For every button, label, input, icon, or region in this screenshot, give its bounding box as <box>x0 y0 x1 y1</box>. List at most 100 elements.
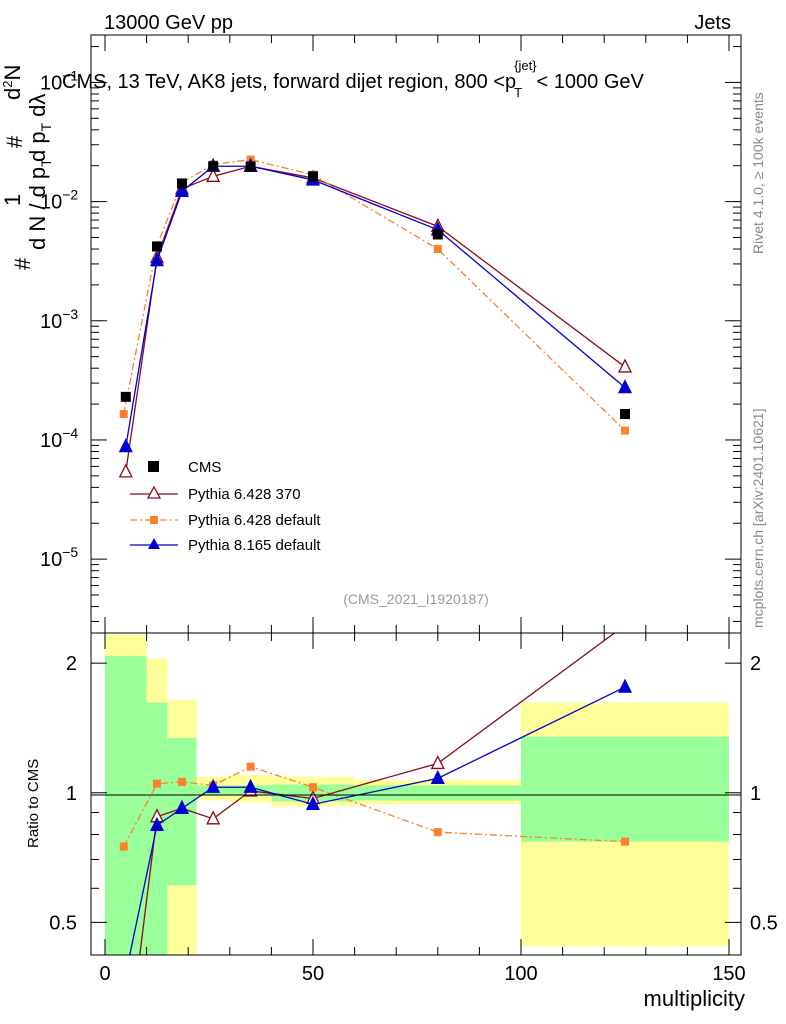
ylabel-dp-text: d p <box>25 131 50 162</box>
y-tick-label: 10−3 <box>40 306 78 333</box>
point-p8 <box>174 182 190 197</box>
ylabel-dn: d N / d pT <box>25 158 54 250</box>
header-left: 13000 GeV pp <box>104 12 233 34</box>
ylabel-t2: T <box>38 122 54 131</box>
main-ylabel: 1 # d N / d pT # d2N d pTdλ <box>0 65 54 270</box>
ratio-y-tick-label-right: 2 <box>750 653 761 675</box>
plot-title: CMS, 13 TeV, AK8 jets, forward dijet reg… <box>62 58 645 100</box>
y-tick-exp: −2 <box>62 187 78 203</box>
ratio-axis-ticks: 0.5 0.5 1 1 2 2 0 50 100 150 <box>49 633 778 985</box>
ylabel-n: N <box>0 65 25 81</box>
ratio-line-p8 <box>129 686 626 955</box>
point-p6-370 <box>617 358 633 373</box>
ratio-point-p6-370 <box>430 754 445 770</box>
analysis-id: (CMS_2021_I1920187) <box>343 591 489 607</box>
main-line-p6-def <box>123 158 626 431</box>
ratio-point-p6-def <box>153 779 161 788</box>
point-cms <box>152 241 162 252</box>
legend: CMS Pythia 6.428 370 Pythia 6.428 defaul… <box>130 459 321 554</box>
y-tick-base: 10 <box>40 311 62 333</box>
x-tick-label: 0 <box>99 963 110 985</box>
x-tick-label: 100 <box>504 963 537 985</box>
legend-cms-marker <box>148 461 159 472</box>
title-end: < 1000 GeV <box>537 71 645 93</box>
y-tick-exp: −1 <box>62 67 78 83</box>
ratio-frame <box>90 632 742 956</box>
point-p6-def <box>433 245 442 254</box>
point-cms <box>176 178 187 189</box>
y-tick-label: 10−1 <box>40 67 78 94</box>
legend-cms-label: CMS <box>188 459 221 476</box>
y-tick-base: 10 <box>40 72 62 94</box>
ylabel-d2n: d2N <box>0 65 25 100</box>
band-inner <box>521 736 729 842</box>
legend-p6-def-label: Pythia 6.428 default <box>188 512 321 529</box>
legend-p6-370-label: Pythia 6.428 370 <box>188 486 301 503</box>
y-tick-label: 10−2 <box>40 187 78 214</box>
point-cms <box>308 171 318 182</box>
title-pt-sub: T <box>514 85 522 100</box>
ylabel-d: d <box>0 88 25 100</box>
ylabel-t1: T <box>38 158 54 167</box>
ratio-line-p6-def <box>123 765 626 847</box>
title-pt-sup: {jet} <box>514 58 537 73</box>
ylabel-dp: d pTdλ <box>25 94 54 162</box>
point-p6-370 <box>206 167 221 182</box>
point-cms <box>120 391 131 402</box>
point-p6-def <box>119 410 128 419</box>
ratio-point-p6-def <box>119 842 128 851</box>
y-tick-base: 10 <box>40 549 62 571</box>
point-cms <box>208 161 219 172</box>
rivet-label: Rivet 4.1.0, ≥ 100k events <box>750 92 766 254</box>
ratio-point-p6-def <box>433 828 442 837</box>
ratio-series <box>119 633 633 955</box>
ratio-point-p8 <box>430 769 445 785</box>
x-tick-label: 150 <box>712 963 745 985</box>
point-cms <box>432 229 443 240</box>
ylabel-hash: # <box>10 257 35 270</box>
main-axis-ticks: 10−110−210−310−410−5 <box>40 35 741 633</box>
y-tick-exp: −5 <box>62 544 78 560</box>
y-tick-label: 10−5 <box>40 544 78 571</box>
ratio-ylabel: Ratio to CMS <box>25 759 42 848</box>
y-tick-label: 10−4 <box>40 425 78 452</box>
legend-p8-label: Pythia 8.165 default <box>188 537 321 554</box>
point-p8 <box>118 438 133 453</box>
band-inner <box>105 655 147 955</box>
ratio-line-p6-370 <box>139 633 616 955</box>
y-tick-exp: −3 <box>62 306 78 322</box>
ratio-point-p8 <box>206 778 221 793</box>
x-tick-label: 50 <box>302 963 324 985</box>
title-main: CMS, 13 TeV, AK8 jets, forward dijet reg… <box>62 71 505 93</box>
y-tick-base: 10 <box>40 430 62 452</box>
ratio-point-p6-370 <box>206 810 221 825</box>
x-axis-label: multiplicity <box>644 986 745 1011</box>
ratio-point-p8 <box>149 816 165 832</box>
ratio-point-p8 <box>617 678 633 693</box>
legend-p6-def-marker <box>150 516 158 524</box>
ratio-y-tick-label-right: 1 <box>750 783 761 805</box>
main-series <box>118 155 633 478</box>
band-inner <box>354 785 521 801</box>
ratio-point-p8 <box>305 795 321 810</box>
point-cms <box>245 161 256 172</box>
ylabel-dl: dλ <box>25 94 50 117</box>
point-cms <box>620 409 630 420</box>
ylabel-hash2: # <box>2 135 27 148</box>
ratio-point-p6-def <box>177 777 186 786</box>
main-line-p8 <box>125 165 626 447</box>
y-tick-exp: −4 <box>62 425 78 441</box>
ratio-y-tick-label: 1 <box>66 783 77 805</box>
y-tick-base: 10 <box>40 192 62 214</box>
ratio-point-p6-def <box>246 762 255 771</box>
site-label: mcplots.cern.ch [arXiv:2401.10621] <box>750 409 766 628</box>
header-right: Jets <box>694 12 731 34</box>
ratio-y-tick-label: 2 <box>66 653 77 675</box>
legend-p6-370-marker <box>146 485 162 499</box>
ratio-point-p6-def <box>621 837 629 846</box>
legend-p8-marker <box>148 538 160 549</box>
ratio-point-p8 <box>243 778 258 793</box>
ylabel-one: 1 <box>0 194 25 206</box>
point-p8 <box>149 252 165 267</box>
